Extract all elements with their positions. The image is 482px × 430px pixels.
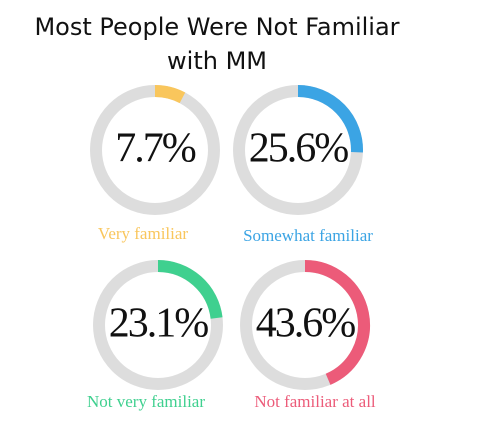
donut-arc [304, 260, 370, 385]
category-label: Very familiar [98, 224, 188, 243]
category-label: Somewhat familiar [243, 226, 373, 245]
value-label: 7.7% [115, 126, 196, 172]
value-label: 25.6% [249, 126, 349, 172]
value-label: 23.1% [109, 301, 209, 347]
donut-arc [154, 85, 186, 104]
value-label: 43.6% [256, 301, 356, 347]
chart-title: Most People Were Not Familiar with MM [34, 13, 400, 75]
donut-arc [297, 85, 363, 153]
donut-arc [157, 260, 223, 319]
category-label: Not familiar at all [254, 392, 376, 411]
category-label: Not very familiar [87, 392, 205, 411]
